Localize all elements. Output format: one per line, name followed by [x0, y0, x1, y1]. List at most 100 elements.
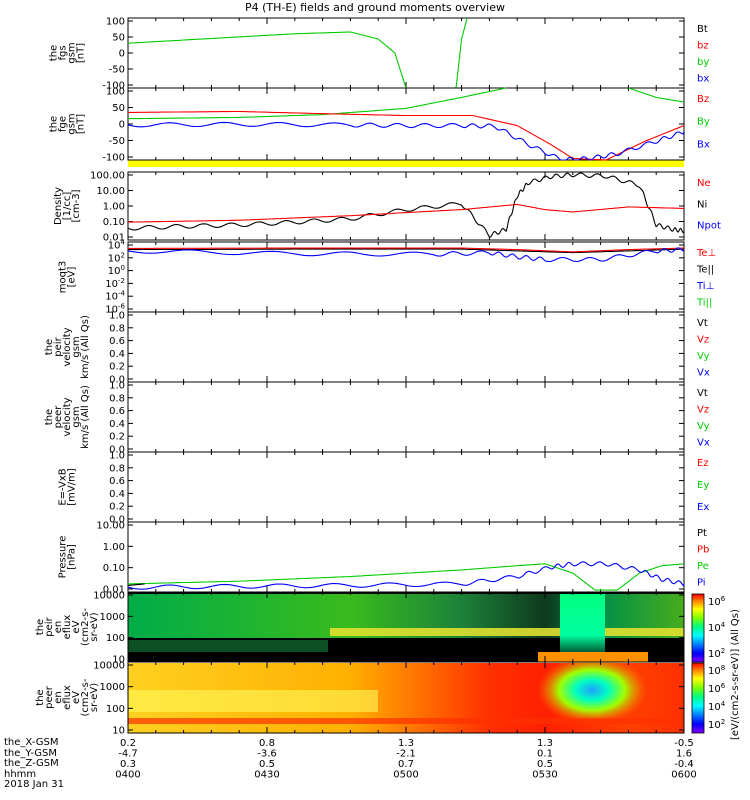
ytick-label: 10 — [112, 726, 125, 737]
ylabel: sr-eV) — [89, 612, 100, 641]
legend-entry: Pi — [697, 578, 706, 589]
ytick-label: 1000 — [100, 612, 125, 623]
legend-entry: Ex — [697, 502, 709, 513]
footer-value: 0600 — [671, 770, 696, 781]
legend-entry: Ne — [697, 178, 711, 189]
ytick-label: -50 — [109, 65, 125, 76]
footer-value: 1.3 — [537, 738, 553, 749]
colorbar-tick: 102 — [708, 647, 725, 660]
ylabel: gsm — [67, 113, 78, 134]
ytick-label: 1.00 — [103, 202, 125, 213]
ylabel: the — [44, 409, 55, 425]
ylabel: en — [53, 621, 64, 634]
legend-entry: Vz — [697, 405, 709, 416]
ylabel: Density — [53, 187, 64, 225]
ytick-label: 0.4 — [109, 419, 125, 430]
ylabel: the — [49, 45, 60, 61]
legend-entry: Ey — [697, 480, 709, 491]
legend-entry: Bz — [697, 94, 709, 105]
footer-value: 0.3 — [120, 759, 136, 770]
ylabel: peer — [53, 405, 64, 429]
series-fge-1 — [628, 87, 685, 103]
footer-ephemeris: the_X-GSM the_Y-GSM the_Z-GSM hhmm 2018 Jan… — [4, 737, 64, 791]
legend-entry: bz — [697, 41, 709, 52]
ylabel: [eV] — [67, 267, 78, 288]
ylabel: Pressure — [58, 536, 69, 579]
legend-entry: Vy — [697, 351, 710, 362]
ytick-label: 100 — [108, 264, 125, 277]
legend-entry: Te⊥ — [696, 248, 716, 259]
ytick-label: 50 — [112, 103, 125, 114]
footer-value: 0.5 — [537, 759, 553, 770]
ytick-label: 10 — [112, 655, 125, 666]
panel-pressure: 10.00 1.00 0.10 0.01 Pressure[nPa] Pt Pb Pe Pi — [58, 521, 710, 596]
footer-value: 1.6 — [676, 749, 692, 760]
series-fgs-1 — [455, 17, 468, 89]
ytick-label: 0.01 — [103, 233, 125, 244]
ion-spectrogram — [128, 592, 684, 662]
legend-entry: Vx — [697, 438, 710, 449]
ytick-label: 0.10 — [103, 563, 125, 574]
ytick-label: 0.0 — [109, 445, 125, 456]
series-pressure-1 — [127, 561, 685, 590]
ytick-label: 0.6 — [109, 476, 125, 487]
series-fge-0 — [127, 87, 507, 120]
footer-value: -3.6 — [257, 749, 277, 760]
ytick-label: 0.2 — [109, 502, 125, 513]
colorbar-tick: 104 — [708, 700, 726, 713]
ytick-label: 0.8 — [109, 323, 125, 334]
colorbar-tick: 106 — [708, 595, 726, 608]
ylabel: eV — [71, 620, 82, 633]
ytick-label: 1.00 — [103, 542, 125, 553]
footer-values: 0.2 0.8 1.3 1.3 -0.5 -4.7 -3.6 -2.1 0.1 1.6 0.3 0.5… — [115, 738, 696, 781]
ylabel: peer — [44, 685, 55, 709]
series-fge-3 — [127, 121, 685, 161]
panel-density: 100.00 10.00 1.00 0.10 0.01 Density[1/cc][cm-… — [53, 171, 721, 244]
series-pressure-2 — [128, 583, 145, 586]
legend-entry: Pe — [697, 561, 709, 572]
panel-efield: 1.00.8 0.6 0.4 0.2 0.0 E=-VxB[mV/m] Ez Ey Ex — [58, 451, 710, 526]
legend-entry: Vt — [697, 388, 708, 399]
ytick-label: 100 — [106, 87, 125, 98]
footer-row-label: the_Y-GSM — [4, 747, 58, 759]
footer-value: -2.1 — [396, 749, 416, 760]
footer-value: 0400 — [115, 770, 140, 781]
legend-entry: Pb — [697, 545, 709, 556]
ylabel: the — [44, 339, 55, 355]
footer-row-label: the_Z-GSM — [4, 758, 59, 769]
colorbar-label: [eV/(cm2-s-sr-eV)] (All Qs) — [730, 609, 741, 740]
legend-entry: Te|| — [696, 265, 714, 276]
ylabel: gsm — [71, 336, 82, 357]
legend-entry: Pt — [697, 528, 707, 539]
ytick-label: 0.2 — [109, 432, 125, 443]
ytick-label: -100 — [102, 153, 125, 164]
ylabel: eflux — [62, 685, 73, 710]
legend-entry: Bt — [697, 24, 708, 35]
ytick-label: 0.01 — [103, 585, 125, 596]
colorbar-tick: 104 — [708, 621, 726, 634]
ytick-label: 0.6 — [109, 336, 125, 347]
legend-entry: By — [697, 117, 710, 128]
ylabel: eV — [71, 691, 82, 704]
footer-value: -4.7 — [118, 749, 138, 760]
ytick-label: 10-4 — [105, 290, 125, 303]
series-density-1 — [128, 203, 684, 223]
ylabel: [nT] — [76, 43, 87, 63]
footer-value: -0.5 — [674, 738, 694, 749]
series-density-0 — [127, 172, 685, 238]
panel-peer: 1.00.8 0.6 0.4 0.2 0.0 thepeervelocitygsmkm/s… — [44, 381, 710, 456]
ytick-label: 0.4 — [109, 489, 125, 500]
ylabel: (cm2-s- — [80, 678, 91, 716]
ytick-label: 0.8 — [109, 463, 125, 474]
series-fgs-0 — [127, 31, 407, 89]
panel-moqt3: 10410210010-210-410-6moqt3[eV]Te⊥Te||Ti⊥… — [58, 239, 717, 316]
footer-value: 0.7 — [398, 759, 414, 770]
ylabel: en — [53, 691, 64, 704]
ylabel: fge — [58, 116, 69, 132]
ytick-label: 50 — [112, 33, 125, 44]
electron-spectrogram — [128, 160, 684, 733]
legend-entry: Ti|| — [696, 298, 712, 309]
colorbar-tick: 108 — [708, 664, 725, 677]
